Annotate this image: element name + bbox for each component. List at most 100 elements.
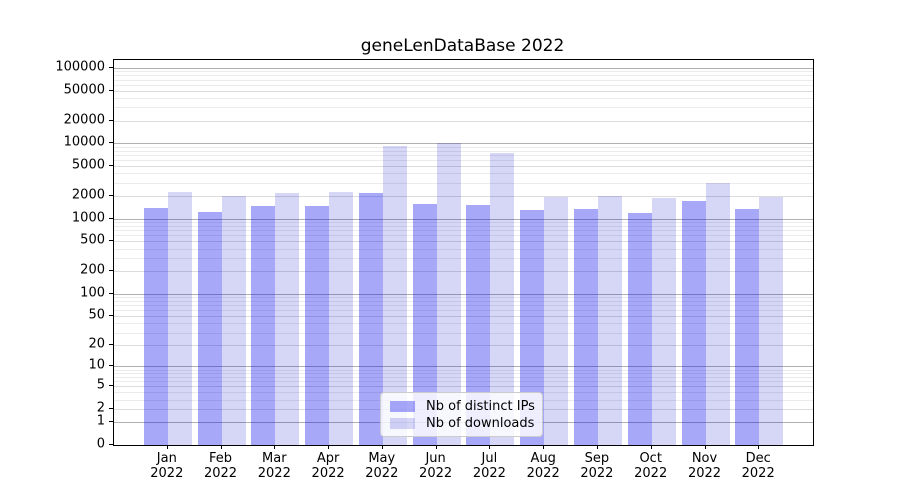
y-tick-label: 20000 <box>63 112 105 128</box>
bar-sep-distinct-ips <box>573 208 598 445</box>
legend-label-distinct-ips: Nb of distinct IPs <box>426 399 535 414</box>
y-tick-label: 2 <box>96 400 105 416</box>
x-tick-label-jan: Jan 2022 <box>150 451 184 481</box>
legend: Nb of distinct IPs Nb of downloads <box>380 392 543 437</box>
y-tick-mark <box>109 119 113 121</box>
bar-may-distinct-ips <box>358 193 383 445</box>
x-tick-mark <box>435 445 437 449</box>
minor-gridline <box>114 71 813 73</box>
y-tick-mark <box>109 89 113 91</box>
bar-sep-downloads <box>597 195 622 445</box>
minor-gridline <box>114 84 813 86</box>
y-tick-label: 10 <box>88 357 105 373</box>
x-tick-mark <box>489 445 491 449</box>
y-tick-label: 10000 <box>63 134 105 150</box>
y-tick-mark <box>109 270 113 272</box>
y-tick-mark <box>109 240 113 242</box>
y-tick-label: 500 <box>80 232 105 248</box>
x-tick-mark <box>758 445 760 449</box>
y-tick-label: 200 <box>80 262 105 278</box>
minor-gridline <box>114 235 813 237</box>
bar-apr-distinct-ips <box>305 205 330 445</box>
gridline <box>114 143 813 145</box>
minor-gridline <box>114 160 813 161</box>
x-tick-label-mar: Mar 2022 <box>257 451 291 481</box>
bar-oct-downloads <box>651 198 676 445</box>
minor-gridline <box>114 150 813 152</box>
minor-gridline <box>114 323 813 325</box>
minor-gridline <box>114 222 813 224</box>
gridline <box>114 345 813 347</box>
x-tick-label-aug: Aug 2022 <box>526 451 560 481</box>
minor-gridline <box>114 226 813 227</box>
gridline <box>114 241 813 243</box>
gridline <box>114 90 813 92</box>
bar-dec-downloads <box>759 196 784 445</box>
y-tick-mark <box>109 142 113 144</box>
minor-gridline <box>114 332 813 334</box>
y-tick-label: 50 <box>88 307 105 323</box>
minor-gridline <box>114 230 813 232</box>
y-tick-label: 5000 <box>71 157 105 173</box>
x-tick-label-feb: Feb 2022 <box>203 451 238 481</box>
legend-entry-distinct-ips: Nb of distinct IPs <box>390 398 535 415</box>
minor-gridline <box>114 381 813 383</box>
x-tick-label-dec: Dec 2022 <box>741 451 775 481</box>
minor-gridline <box>114 146 813 148</box>
y-tick-mark <box>109 344 113 346</box>
minor-gridline <box>114 297 813 299</box>
gridline <box>114 316 813 318</box>
legend-entry-downloads: Nb of downloads <box>390 415 534 432</box>
bar-feb-distinct-ips <box>197 211 222 445</box>
chart-title: geneLenDataBase 2022 <box>360 36 565 56</box>
minor-gridline <box>114 310 813 312</box>
x-tick-mark <box>543 445 545 449</box>
minor-gridline <box>114 154 813 156</box>
minor-gridline <box>114 79 813 81</box>
x-tick-label-jul: Jul 2022 <box>472 451 506 481</box>
minor-gridline <box>114 376 813 378</box>
bar-nov-downloads <box>705 182 730 445</box>
y-tick-mark <box>109 66 113 68</box>
y-tick-label: 1000 <box>71 210 105 226</box>
minor-gridline <box>114 373 813 374</box>
y-tick-mark <box>109 217 113 219</box>
x-tick-label-nov: Nov 2022 <box>687 451 722 481</box>
y-tick-label: 50000 <box>63 82 105 97</box>
y-tick-mark <box>109 195 113 196</box>
minor-gridline <box>114 248 813 250</box>
minor-gridline <box>114 369 813 371</box>
x-tick-mark <box>650 445 652 449</box>
bar-mar-downloads <box>275 192 300 445</box>
bar-mar-distinct-ips <box>251 206 276 445</box>
y-tick-label: 100000 <box>55 59 105 75</box>
gridline <box>114 218 813 220</box>
x-tick-mark <box>381 445 383 449</box>
gridline <box>114 386 813 388</box>
y-tick-label: 100 <box>80 285 105 301</box>
gridline <box>114 196 813 197</box>
y-tick-mark <box>109 365 113 367</box>
x-tick-mark <box>596 445 598 449</box>
minor-gridline <box>114 182 813 184</box>
bar-apr-downloads <box>329 192 354 445</box>
y-tick-mark <box>109 165 113 166</box>
gridline <box>114 293 813 295</box>
plot-area <box>113 59 814 446</box>
minor-gridline <box>114 305 813 307</box>
legend-swatch-downloads <box>390 418 415 429</box>
y-tick-mark <box>109 408 113 409</box>
minor-gridline <box>114 75 813 77</box>
gridline <box>114 120 813 122</box>
y-tick-mark <box>109 421 113 423</box>
x-tick-label-oct: Oct 2022 <box>634 451 668 481</box>
y-tick-mark <box>109 444 113 445</box>
minor-gridline <box>114 107 813 109</box>
y-tick-mark <box>109 315 113 317</box>
y-tick-mark <box>109 385 113 387</box>
bar-jan-downloads <box>167 192 192 445</box>
bar-aug-downloads <box>544 197 569 445</box>
gridline <box>114 166 813 167</box>
minor-gridline <box>114 258 813 259</box>
